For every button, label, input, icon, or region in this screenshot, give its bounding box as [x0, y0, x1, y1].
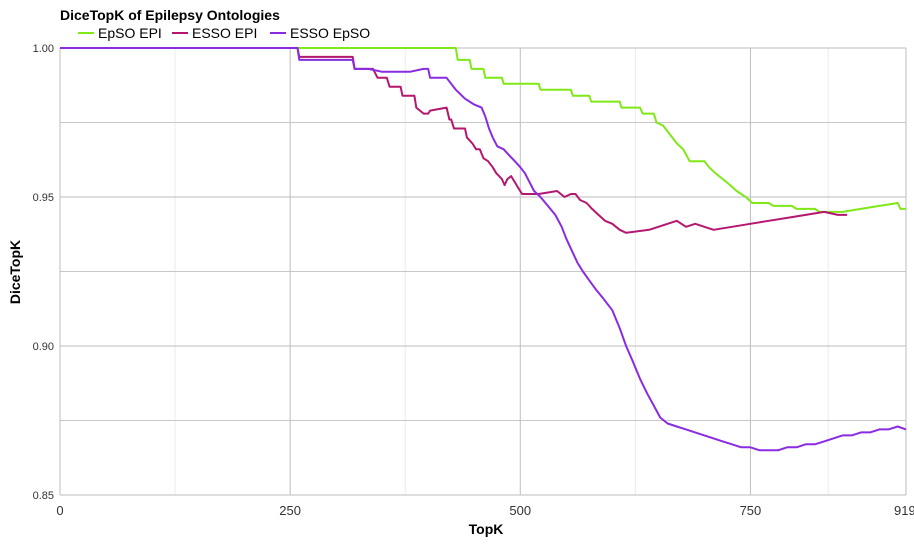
x-tick-label: 919: [894, 503, 914, 518]
x-axis-title: TopK: [469, 521, 504, 537]
y-tick-label: 0.85: [33, 490, 54, 502]
y-tick-label: 0.90: [33, 341, 54, 353]
x-tick-label: 0: [56, 503, 63, 518]
legend: EpSO EPI ESSO EPI ESSO EpSO: [78, 25, 370, 41]
legend-item: ESSO EPI: [172, 25, 257, 41]
series-line-epso-epi: [60, 47, 906, 213]
series-line-esso-epso: [60, 47, 907, 452]
x-tick-label: 500: [509, 503, 531, 518]
x-tick-label: 750: [740, 503, 762, 518]
legend-label: ESSO EpSO: [290, 25, 370, 41]
legend-item: ESSO EpSO: [270, 25, 370, 41]
x-axis-labels: 0 250 500 750 919: [56, 503, 914, 518]
series-lines: [60, 47, 907, 452]
y-tick-label: 0.95: [33, 192, 54, 204]
y-axis-title: DiceTopK: [7, 240, 23, 304]
y-axis-labels: 1.00 0.95 0.90 0.85: [33, 43, 54, 502]
legend-item: EpSO EPI: [78, 25, 162, 41]
y-tick-label: 1.00: [33, 43, 54, 55]
x-tick-label: 250: [279, 503, 301, 518]
legend-label: EpSO EPI: [98, 25, 162, 41]
series-line-esso-epi: [60, 47, 848, 234]
grid: [59, 47, 907, 496]
legend-label: ESSO EPI: [192, 25, 257, 41]
chart-title: DiceTopK of Epilepsy Ontologies: [60, 7, 280, 23]
